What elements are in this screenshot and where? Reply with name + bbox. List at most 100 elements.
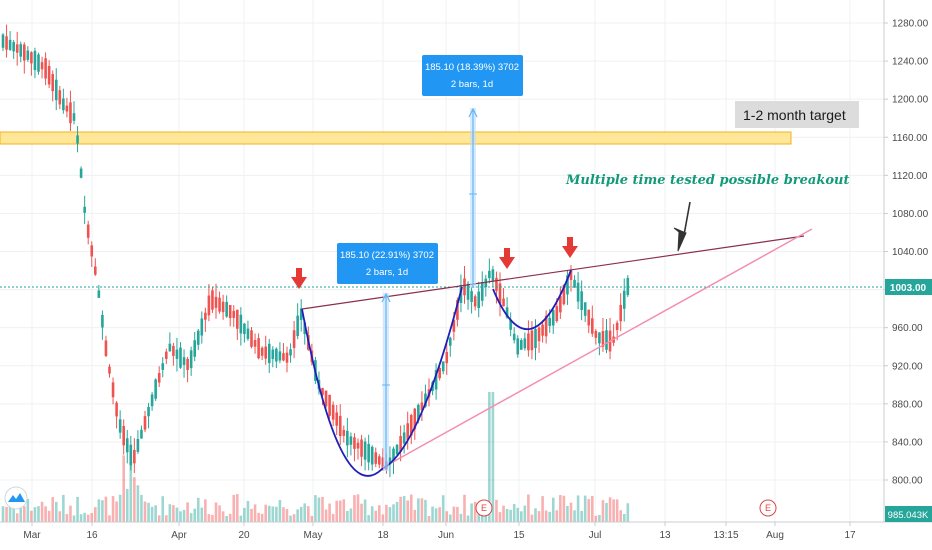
volume-bar [94,507,97,522]
volume-bar [395,501,399,522]
candle-body [115,402,118,417]
candle-body [282,353,285,361]
candle-body [19,44,23,57]
candle-body [622,290,626,309]
candle-body [381,457,385,469]
candle-body [605,330,608,350]
candle-body [218,297,221,312]
volume-bar [399,496,402,522]
candle-body [143,416,147,430]
earnings-marker-2[interactable]: E [759,499,777,517]
candle-body [5,36,8,50]
volume-bar [90,512,94,522]
measure-upper[interactable] [468,107,478,288]
volume-bar [72,515,76,522]
time-axis[interactable]: Mar 16 Apr 20 May 18 Jun 15 Jul 13 13:15 Aug 17 [23,522,856,541]
target-label: 1-2 month target [743,107,846,123]
candle-body [367,443,370,463]
volume-bar [76,496,79,522]
volume-bar [303,503,307,522]
measure-lower[interactable] [381,292,391,471]
volume-bar [374,510,378,522]
candle-body [441,361,445,372]
volume-bar [62,494,65,522]
volume-bar [175,507,179,522]
volume-bar [431,506,434,522]
candle-body [484,278,488,288]
support-trendline[interactable] [381,228,813,469]
volume-bar [427,515,431,522]
tradingview-logo-icon[interactable] [4,486,28,510]
volume-bar [505,509,509,522]
candle-body [424,393,427,407]
candle-body [402,432,406,444]
candle-body [456,300,459,320]
volume-bar [587,499,591,522]
candle-body [157,373,161,383]
earnings-marker-1[interactable]: E [475,499,493,517]
volume-bar [477,513,480,522]
volume-bar [346,510,349,522]
candle-body [470,291,473,302]
volume-bar [314,495,317,522]
volume-bar [367,515,370,522]
volume-bar [186,502,189,522]
price-tick-label: 1040.00 [892,247,929,258]
volume-bar [523,505,527,522]
volume-bar [559,495,562,522]
candle-body [97,290,101,298]
volume-bar [285,508,289,522]
price-tick-label: 840.00 [892,437,923,448]
candle-body [449,337,452,346]
price-tick-label: 920.00 [892,361,923,372]
volume-bar [520,511,523,522]
candle-body [328,394,331,416]
volume-bar [228,513,232,522]
candle-body [409,415,413,436]
volume-bar [225,515,228,522]
volume-bars [1,392,630,522]
volume-bar [594,515,598,522]
volume-bar [495,499,498,522]
volume-tag: 985.043K [885,506,932,522]
volume-bar [321,496,324,522]
volume-bar [136,485,140,522]
volume-bar [278,499,282,522]
candle-body [566,275,569,295]
price-tick-label: 1160.00 [892,133,928,144]
volume-bar [473,501,477,522]
volume-bar [349,508,353,522]
candle-body [527,333,530,351]
volume-bar [157,515,161,522]
candle-body [264,346,267,359]
candle-body [26,50,30,60]
candle-body [417,404,420,421]
candle-body [196,330,200,345]
candle-body [189,350,193,369]
volume-bar [51,497,54,522]
volume-bar [591,496,594,522]
candle-body [477,291,480,309]
volume-bar [530,514,534,522]
volume-bar [622,513,626,522]
price-axis[interactable]: 1280.00 1240.00 1200.00 1160.00 1120.00 1080.… [884,19,929,487]
volume-bar [33,507,37,522]
candle-body [122,426,125,446]
candle-body [292,330,296,348]
volume-bar [143,501,147,522]
candle-body [559,296,562,313]
volume-bar [196,497,200,522]
price-tick-label: 1240.00 [892,57,929,68]
candle-body [44,58,47,79]
volume-bar [537,511,541,522]
candle-body [619,304,622,322]
volume-bar [83,512,86,522]
volume-bar [150,506,154,522]
volume-bar [260,513,264,522]
candle-body [594,331,598,338]
volume-bar [108,515,111,522]
volume-bar [282,507,285,522]
candle-body [79,168,83,178]
candle-body [555,306,559,322]
